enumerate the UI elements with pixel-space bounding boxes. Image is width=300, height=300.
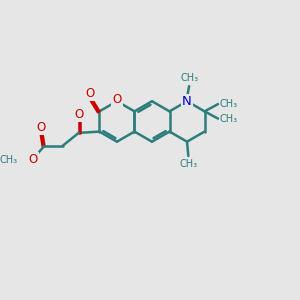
Text: CH₃: CH₃: [219, 114, 237, 124]
Text: O: O: [37, 121, 46, 134]
Text: O: O: [28, 153, 38, 166]
Text: CH₃: CH₃: [181, 73, 199, 83]
Text: CH₃: CH₃: [179, 159, 197, 169]
Text: N: N: [182, 95, 192, 108]
Text: O: O: [85, 87, 94, 100]
Text: O: O: [112, 93, 122, 106]
Text: O: O: [74, 109, 83, 122]
Text: CH₃: CH₃: [0, 154, 18, 165]
Text: CH₃: CH₃: [219, 99, 237, 109]
